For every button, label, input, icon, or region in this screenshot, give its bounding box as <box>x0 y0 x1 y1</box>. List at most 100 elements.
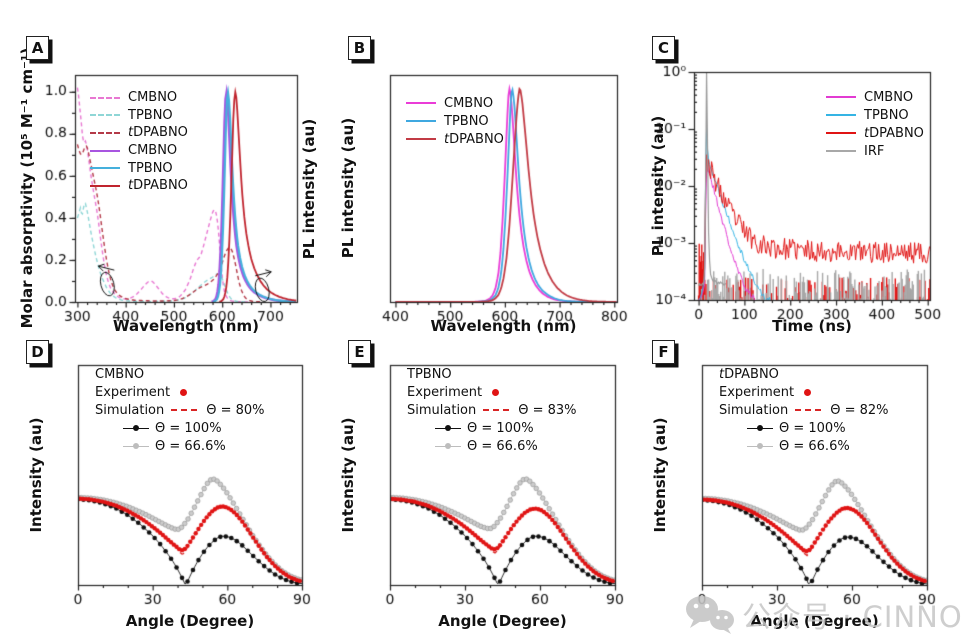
panel-D: D Intensity (au) Angle (Degree) CMBNO Ex… <box>0 335 322 644</box>
legend-label: CMBNO <box>444 95 494 111</box>
dashed-line-swatch <box>90 114 120 117</box>
line-dot-swatch <box>747 443 773 450</box>
legend-label: CMBNO <box>864 89 914 105</box>
line-dot-swatch <box>747 425 773 432</box>
legend-item-experiment: Experiment <box>407 383 577 401</box>
x-axis-title-B: Wavelength (nm) <box>430 317 577 335</box>
legend-label: CMBNO <box>128 90 178 106</box>
legend-item-theta100: Θ = 100% <box>407 419 577 437</box>
solid-line-swatch <box>90 149 120 152</box>
line-dot-swatch <box>123 425 149 432</box>
line-swatch <box>406 120 436 122</box>
panel-label-E: E <box>348 340 371 364</box>
legend-E: TPBNO Experiment Simulation Θ = 83% Θ = 1… <box>407 365 577 455</box>
legend-item: CMBNO <box>90 142 188 160</box>
legend-label: TPBNO <box>128 160 173 176</box>
x-axis-title-C: Time (ns) <box>772 317 852 335</box>
legend-item-theta100: Θ = 100% <box>719 419 889 437</box>
legend-label: tDPABNO <box>444 131 504 147</box>
legend-label: tDPABNO <box>128 125 188 141</box>
y2-axis-title-A: PL intensity (au) <box>300 118 318 260</box>
x-axis-title-D: Angle (Degree) <box>125 612 255 630</box>
chart-canvas-A <box>0 0 322 335</box>
y-axis-title-D: Intensity (au) <box>27 417 45 533</box>
legend-item: CMBNO <box>406 94 504 112</box>
panel-label-C: C <box>652 36 675 60</box>
legend-item-experiment: Experiment <box>719 383 889 401</box>
y-axis-title-C: PL intensity (au) <box>649 115 667 257</box>
legend-item-simulation: Simulation Θ = 83% <box>407 402 577 418</box>
line-swatch <box>826 132 856 134</box>
panel-label-B: B <box>348 36 371 60</box>
simulation-dash-swatch <box>795 409 822 411</box>
panel-F: F Intensity (au) Angle (Degree) tDPABNO … <box>644 335 966 644</box>
legend-item-theta66: Θ = 66.6% <box>407 437 577 455</box>
legend-item: CMBNO <box>826 88 924 106</box>
legend-item-simulation: Simulation Θ = 80% <box>95 402 265 418</box>
x-axis-title-F: Angle (Degree) <box>750 612 879 630</box>
chart-canvas-C <box>644 0 966 335</box>
simulation-dash-swatch <box>171 409 198 411</box>
legend-B: CMBNO TPBNO tDPABNO <box>406 94 504 148</box>
y-axis-title-F: Intensity (au) <box>651 417 669 533</box>
chart-canvas-E <box>322 335 644 644</box>
legend-item: tDPABNO <box>826 124 924 142</box>
legend-label: TPBNO <box>128 107 173 123</box>
legend-C: CMBNO TPBNO tDPABNO IRF <box>826 88 924 160</box>
solid-line-swatch <box>90 167 120 170</box>
panel-E: E Intensity (au) Angle (Degree) TPBNO Ex… <box>322 335 644 644</box>
dashed-line-swatch <box>90 96 120 99</box>
experiment-dot-swatch <box>180 388 188 396</box>
legend-item: TPBNO <box>90 159 188 177</box>
legend-item: CMBNO <box>90 89 188 107</box>
legend-label: tDPABNO <box>864 125 924 141</box>
legend-label: CMBNO <box>128 143 178 159</box>
chart-canvas-B <box>322 0 644 335</box>
solid-line-swatch <box>90 184 120 187</box>
legend-label: IRF <box>864 143 885 159</box>
legend-item-experiment: Experiment <box>95 383 265 401</box>
dashed-line-swatch <box>90 131 120 134</box>
x-axis-title-E: Angle (Degree) <box>438 612 567 630</box>
y-axis-title-A: Molar absorptivity (10⁵ M⁻¹ cm⁻¹) <box>18 47 36 329</box>
legend-item: TPBNO <box>90 107 188 125</box>
panel-C: C PL intensity (au) Time (ns) CMBNO TPBN… <box>644 0 966 335</box>
legend-item: tDPABNO <box>90 177 188 195</box>
legend-item-simulation: Simulation Θ = 82% <box>719 402 889 418</box>
legend-item: tDPABNO <box>90 124 188 142</box>
line-swatch <box>826 96 856 98</box>
panel-label-D: D <box>26 340 49 364</box>
chart-canvas-D <box>0 335 322 644</box>
x-axis-title-A: Wavelength (nm) <box>113 317 259 335</box>
legend-item: TPBNO <box>406 112 504 130</box>
chart-canvas-F <box>644 335 966 644</box>
legend-label: TPBNO <box>444 113 489 129</box>
legend-material: tDPABNO <box>719 366 779 382</box>
simulation-dash-swatch <box>483 409 510 411</box>
line-swatch <box>406 102 436 104</box>
legend-label: tDPABNO <box>128 178 188 194</box>
legend-item-theta66: Θ = 66.6% <box>95 437 265 455</box>
legend-label: TPBNO <box>864 107 909 123</box>
legend-item: TPBNO <box>826 106 924 124</box>
legend-D: CMBNO Experiment Simulation Θ = 80% Θ = 1… <box>95 365 265 455</box>
y-axis-title-B: PL intensity (au) <box>339 117 357 259</box>
line-swatch <box>406 138 436 140</box>
panel-label-A: A <box>26 36 49 60</box>
experiment-dot-swatch <box>804 388 812 396</box>
legend-item: tDPABNO <box>406 130 504 148</box>
panel-A: A Molar absorptivity (10⁵ M⁻¹ cm⁻¹) PL i… <box>0 0 322 335</box>
legend-material: TPBNO <box>407 366 452 382</box>
legend-F: tDPABNO Experiment Simulation Θ = 82% Θ =… <box>719 365 889 455</box>
legend-A: CMBNO TPBNO tDPABNO CMBNO TPBNO tDPABNO <box>90 89 188 195</box>
line-swatch <box>826 114 856 116</box>
panel-B: B PL intensity (au) Wavelength (nm) CMBN… <box>322 0 644 335</box>
panel-label-F: F <box>652 340 675 364</box>
legend-item: IRF <box>826 142 924 160</box>
experiment-dot-swatch <box>492 388 500 396</box>
line-swatch <box>826 150 856 152</box>
line-dot-swatch <box>123 443 149 450</box>
line-dot-swatch <box>435 425 461 432</box>
legend-material: CMBNO <box>95 366 145 382</box>
